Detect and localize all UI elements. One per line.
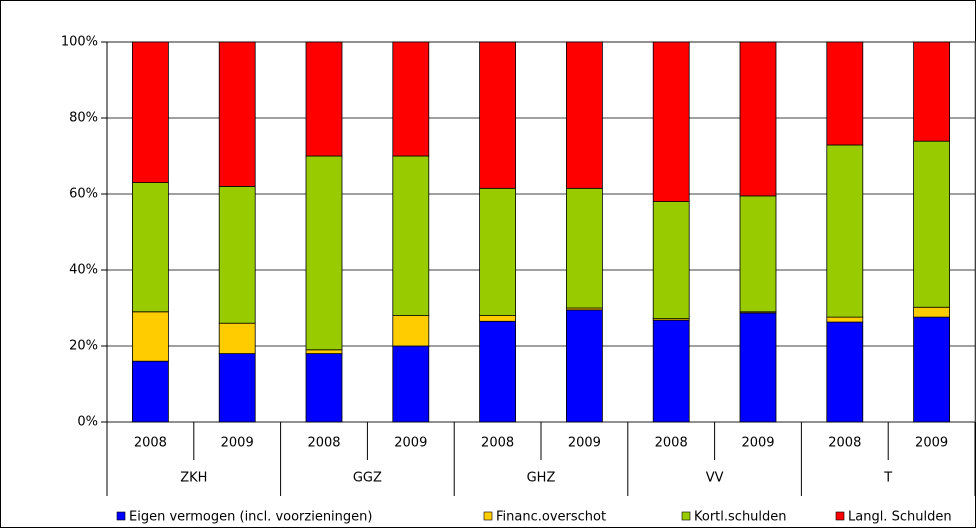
x-tick-label: 2008 (307, 436, 340, 451)
bar-segment (392, 345, 430, 423)
bar-segment (826, 41, 864, 146)
bar-segment (392, 155, 430, 317)
group-label: GHZ (527, 471, 556, 486)
bar-segment (392, 315, 430, 347)
x-tick-label: 2009 (915, 436, 948, 451)
x-tick-label: 2008 (828, 436, 861, 451)
bar-segment (826, 316, 864, 323)
bar-segment (305, 349, 343, 354)
bar-segment (305, 41, 343, 157)
legend-label: Langl. Schulden (848, 510, 952, 525)
legend-marker (483, 511, 493, 521)
bar-segment (305, 155, 343, 351)
y-tick-label: 0% (77, 415, 98, 430)
group-label: GGZ (353, 471, 382, 486)
x-tick-label: 2009 (568, 436, 601, 451)
bar-segment (218, 353, 256, 423)
x-tick-label: 2009 (221, 436, 254, 451)
bar-segment (218, 41, 256, 187)
group-label: VV (706, 471, 724, 486)
bar-segment (479, 320, 517, 423)
bar-segment (566, 187, 603, 309)
bar-segment (913, 316, 950, 423)
bar-segment (913, 41, 950, 142)
bar-segment (479, 187, 517, 317)
bar-segment (739, 312, 777, 423)
bar-segment (913, 140, 950, 308)
bar-segment (131, 41, 169, 184)
group-label: ZKH (180, 471, 207, 486)
bar-segment (739, 41, 777, 197)
y-tick-label: 40% (69, 263, 98, 278)
x-tick-label: 2008 (134, 436, 167, 451)
bar-segment (913, 306, 950, 318)
bar-segment (652, 319, 690, 423)
x-tick-label: 2009 (394, 436, 427, 451)
bar-segment (218, 322, 256, 355)
bar-segment (566, 41, 603, 189)
bar-segment (652, 41, 690, 203)
bar-segment (826, 321, 864, 423)
bar-segment (739, 195, 777, 313)
legend-label: Kortl.schulden (694, 510, 787, 525)
x-tick-label: 2008 (481, 436, 514, 451)
bar-segment (479, 41, 517, 189)
bar-segment (131, 311, 169, 362)
y-tick-label: 20% (69, 339, 98, 354)
group-label: T (883, 471, 892, 486)
bar-segment (305, 353, 343, 423)
bar-segment (131, 182, 169, 313)
bar-segment (652, 201, 690, 320)
bar-segment (566, 309, 603, 423)
y-tick-label: 80% (69, 111, 98, 126)
legend-marker (681, 511, 691, 521)
x-tick-label: 2008 (655, 436, 688, 451)
bar-segment (218, 185, 256, 324)
y-tick-label: 100% (61, 35, 98, 50)
legend-marker (116, 511, 126, 521)
legend-label: Financ.overschot (496, 510, 606, 525)
bar-segment (479, 315, 517, 322)
bar-segment (131, 360, 169, 423)
legend-marker (835, 511, 845, 521)
bar-segment (826, 144, 864, 318)
x-tick-label: 2009 (741, 436, 774, 451)
y-tick-label: 60% (69, 187, 98, 202)
legend-label: Eigen vermogen (incl. voorzieningen) (129, 510, 372, 525)
bar-segment (392, 41, 430, 157)
